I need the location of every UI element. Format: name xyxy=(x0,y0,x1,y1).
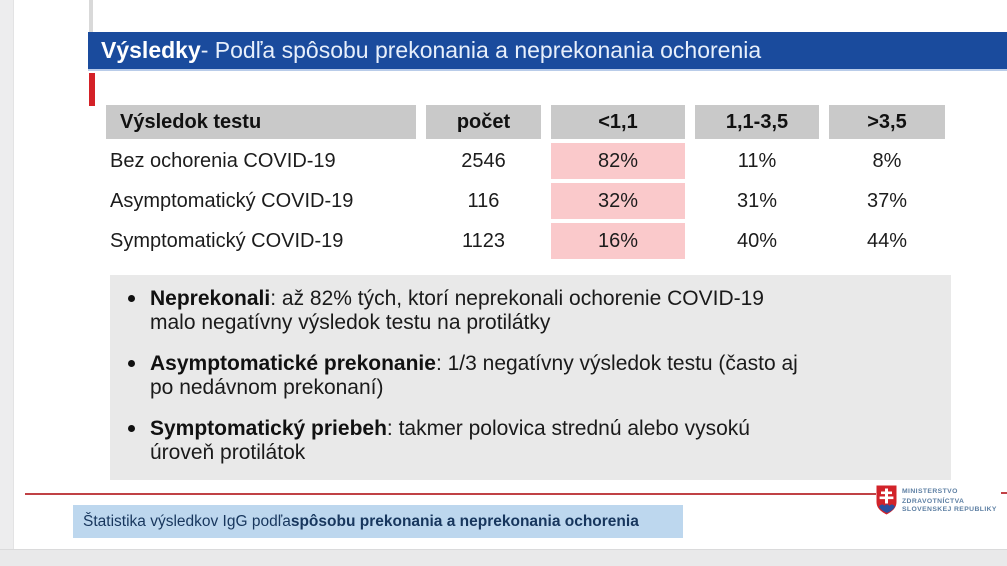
table-cell-lt11-highlighted: 82% xyxy=(551,143,685,179)
red-accent-bar xyxy=(89,73,95,106)
table-header-count: počet xyxy=(426,105,541,139)
slide-title-bar: Výsledky - Podľa spôsobu prekonania a ne… xyxy=(88,32,1007,71)
table-cell-lt11-highlighted: 16% xyxy=(551,223,685,259)
table-header-lt11: <1,1 xyxy=(551,105,685,139)
footer-caption-normal: Štatistika výsledkov IgG podľa xyxy=(83,512,291,530)
table-row-label: Asymptomatický COVID-19 xyxy=(110,189,354,212)
ministry-name-line3: SLOVENSKEJ REPUBLIKY xyxy=(902,506,997,514)
table-cell-lt11-highlighted: 32% xyxy=(551,183,685,219)
slovak-coat-of-arms-icon xyxy=(876,485,897,520)
ministry-name: MINISTERSTVO ZDRAVOTNÍCTVA SLOVENSKEJ RE… xyxy=(902,485,997,515)
table-cell-count: 2546 xyxy=(461,149,506,172)
slide-title-keyword: Výsledky xyxy=(101,37,201,63)
bullet-text: Asymptomatické prekonanie: 1/3 negatívny… xyxy=(150,352,812,399)
bullet-rest: : až 82% tých, ktorí neprekonali ochoren… xyxy=(150,287,764,334)
red-divider-line xyxy=(25,493,876,495)
bullet-text: Symptomatický priebeh: takmer polovica s… xyxy=(150,417,812,464)
bullet-item: Symptomatický priebeh: takmer polovica s… xyxy=(119,417,951,464)
table-cell-mid: 31% xyxy=(736,189,778,212)
ministry-logo: MINISTERSTVO ZDRAVOTNÍCTVA SLOVENSKEJ RE… xyxy=(876,485,1001,520)
table-cell-gt35: 37% xyxy=(866,189,908,212)
ministry-name-line2: ZDRAVOTNÍCTVA xyxy=(902,498,965,506)
bullet-rest: : takmer polovica strednú alebo vysokú ú… xyxy=(150,417,750,464)
footer-caption-box: Štatistika výsledkov IgG podľa spôsobu p… xyxy=(73,505,683,538)
bullet-marker xyxy=(128,425,135,432)
footer-caption-bold: spôsobu prekonania a neprekonania ochore… xyxy=(290,512,639,530)
slide-title-subtitle: - Podľa spôsobu prekonania a neprekonani… xyxy=(200,37,762,63)
table-row-label: Bez ochorenia COVID-19 xyxy=(110,149,336,172)
table-cell-count: 1123 xyxy=(461,229,505,252)
bullet-item: Neprekonali: až 82% tých, ktorí neprekon… xyxy=(119,287,951,334)
summary-bullet-box: Neprekonali: až 82% tých, ktorí neprekon… xyxy=(110,275,951,480)
bullet-lead: Symptomatický priebeh xyxy=(150,417,387,440)
table-cell-mid: 40% xyxy=(736,229,778,252)
bullet-rest: : 1/3 negatívny výsledok testu (často aj… xyxy=(150,352,798,399)
window-frame-bottom xyxy=(0,549,1007,566)
bullet-lead: Asymptomatické prekonanie xyxy=(150,352,436,375)
window-frame-left xyxy=(0,0,14,565)
table-header-result: Výsledok testu xyxy=(106,105,416,139)
table-row-label: Symptomatický COVID-19 xyxy=(110,229,344,252)
table-cell-mid: 11% xyxy=(737,149,777,172)
bullet-marker xyxy=(128,295,135,302)
table-header-gt35: >3,5 xyxy=(829,105,945,139)
ministry-name-line1: MINISTERSTVO xyxy=(902,488,958,495)
table-cell-count: 116 xyxy=(467,189,500,212)
bullet-marker xyxy=(128,360,135,367)
bullet-item: Asymptomatické prekonanie: 1/3 negatívny… xyxy=(119,352,951,399)
top-gray-accent-line xyxy=(89,0,93,32)
bullet-text: Neprekonali: až 82% tých, ktorí neprekon… xyxy=(150,287,812,334)
table-cell-gt35: 44% xyxy=(866,229,908,252)
table-cell-gt35: 8% xyxy=(872,149,902,172)
table-header-mid: 1,1-3,5 xyxy=(695,105,819,139)
bullet-lead: Neprekonali xyxy=(150,287,271,310)
results-table: Výsledok testu počet <1,1 1,1-3,5 >3,5 B… xyxy=(106,105,945,259)
